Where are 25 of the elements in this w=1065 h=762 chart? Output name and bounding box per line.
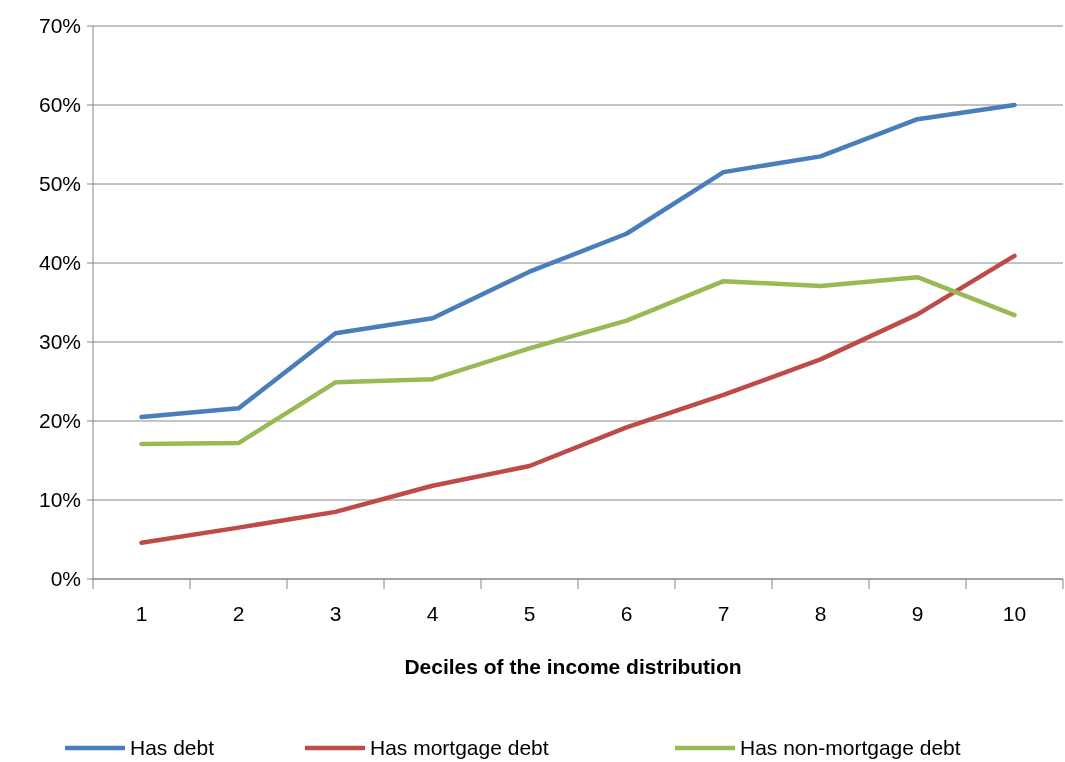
y-tick-label: 30% (38, 330, 81, 354)
x-tick-label: 8 (814, 602, 827, 625)
y-tick-label: 40% (38, 251, 81, 275)
y-tick-label: 70% (38, 14, 81, 38)
x-tick-label: 6 (620, 602, 633, 625)
x-tick-label: 7 (717, 602, 730, 625)
x-tick-label: 1 (135, 602, 148, 625)
y-tick-label: 20% (38, 409, 81, 433)
y-tick-label: 60% (38, 93, 81, 117)
legend-label: Has debt (130, 736, 215, 760)
x-tick-label: 2 (232, 602, 245, 625)
legend-label: Has mortgage debt (370, 736, 549, 760)
y-tick-label: 10% (38, 488, 81, 512)
x-tick-label: 9 (911, 602, 924, 625)
x-tick-label: 3 (329, 602, 342, 625)
y-tick-label: 50% (38, 172, 81, 196)
legend-label: Has non-mortgage debt (740, 736, 961, 760)
x-axis-title: Deciles of the income distribution (404, 655, 742, 678)
y-tick-label: 0% (50, 567, 81, 591)
line-series (139, 274, 1017, 447)
line-series (139, 253, 1017, 545)
x-tick-label: 5 (523, 602, 536, 625)
x-tick-label: 4 (426, 602, 439, 625)
line-series (139, 102, 1017, 420)
x-tick-label: 10 (1002, 602, 1027, 625)
